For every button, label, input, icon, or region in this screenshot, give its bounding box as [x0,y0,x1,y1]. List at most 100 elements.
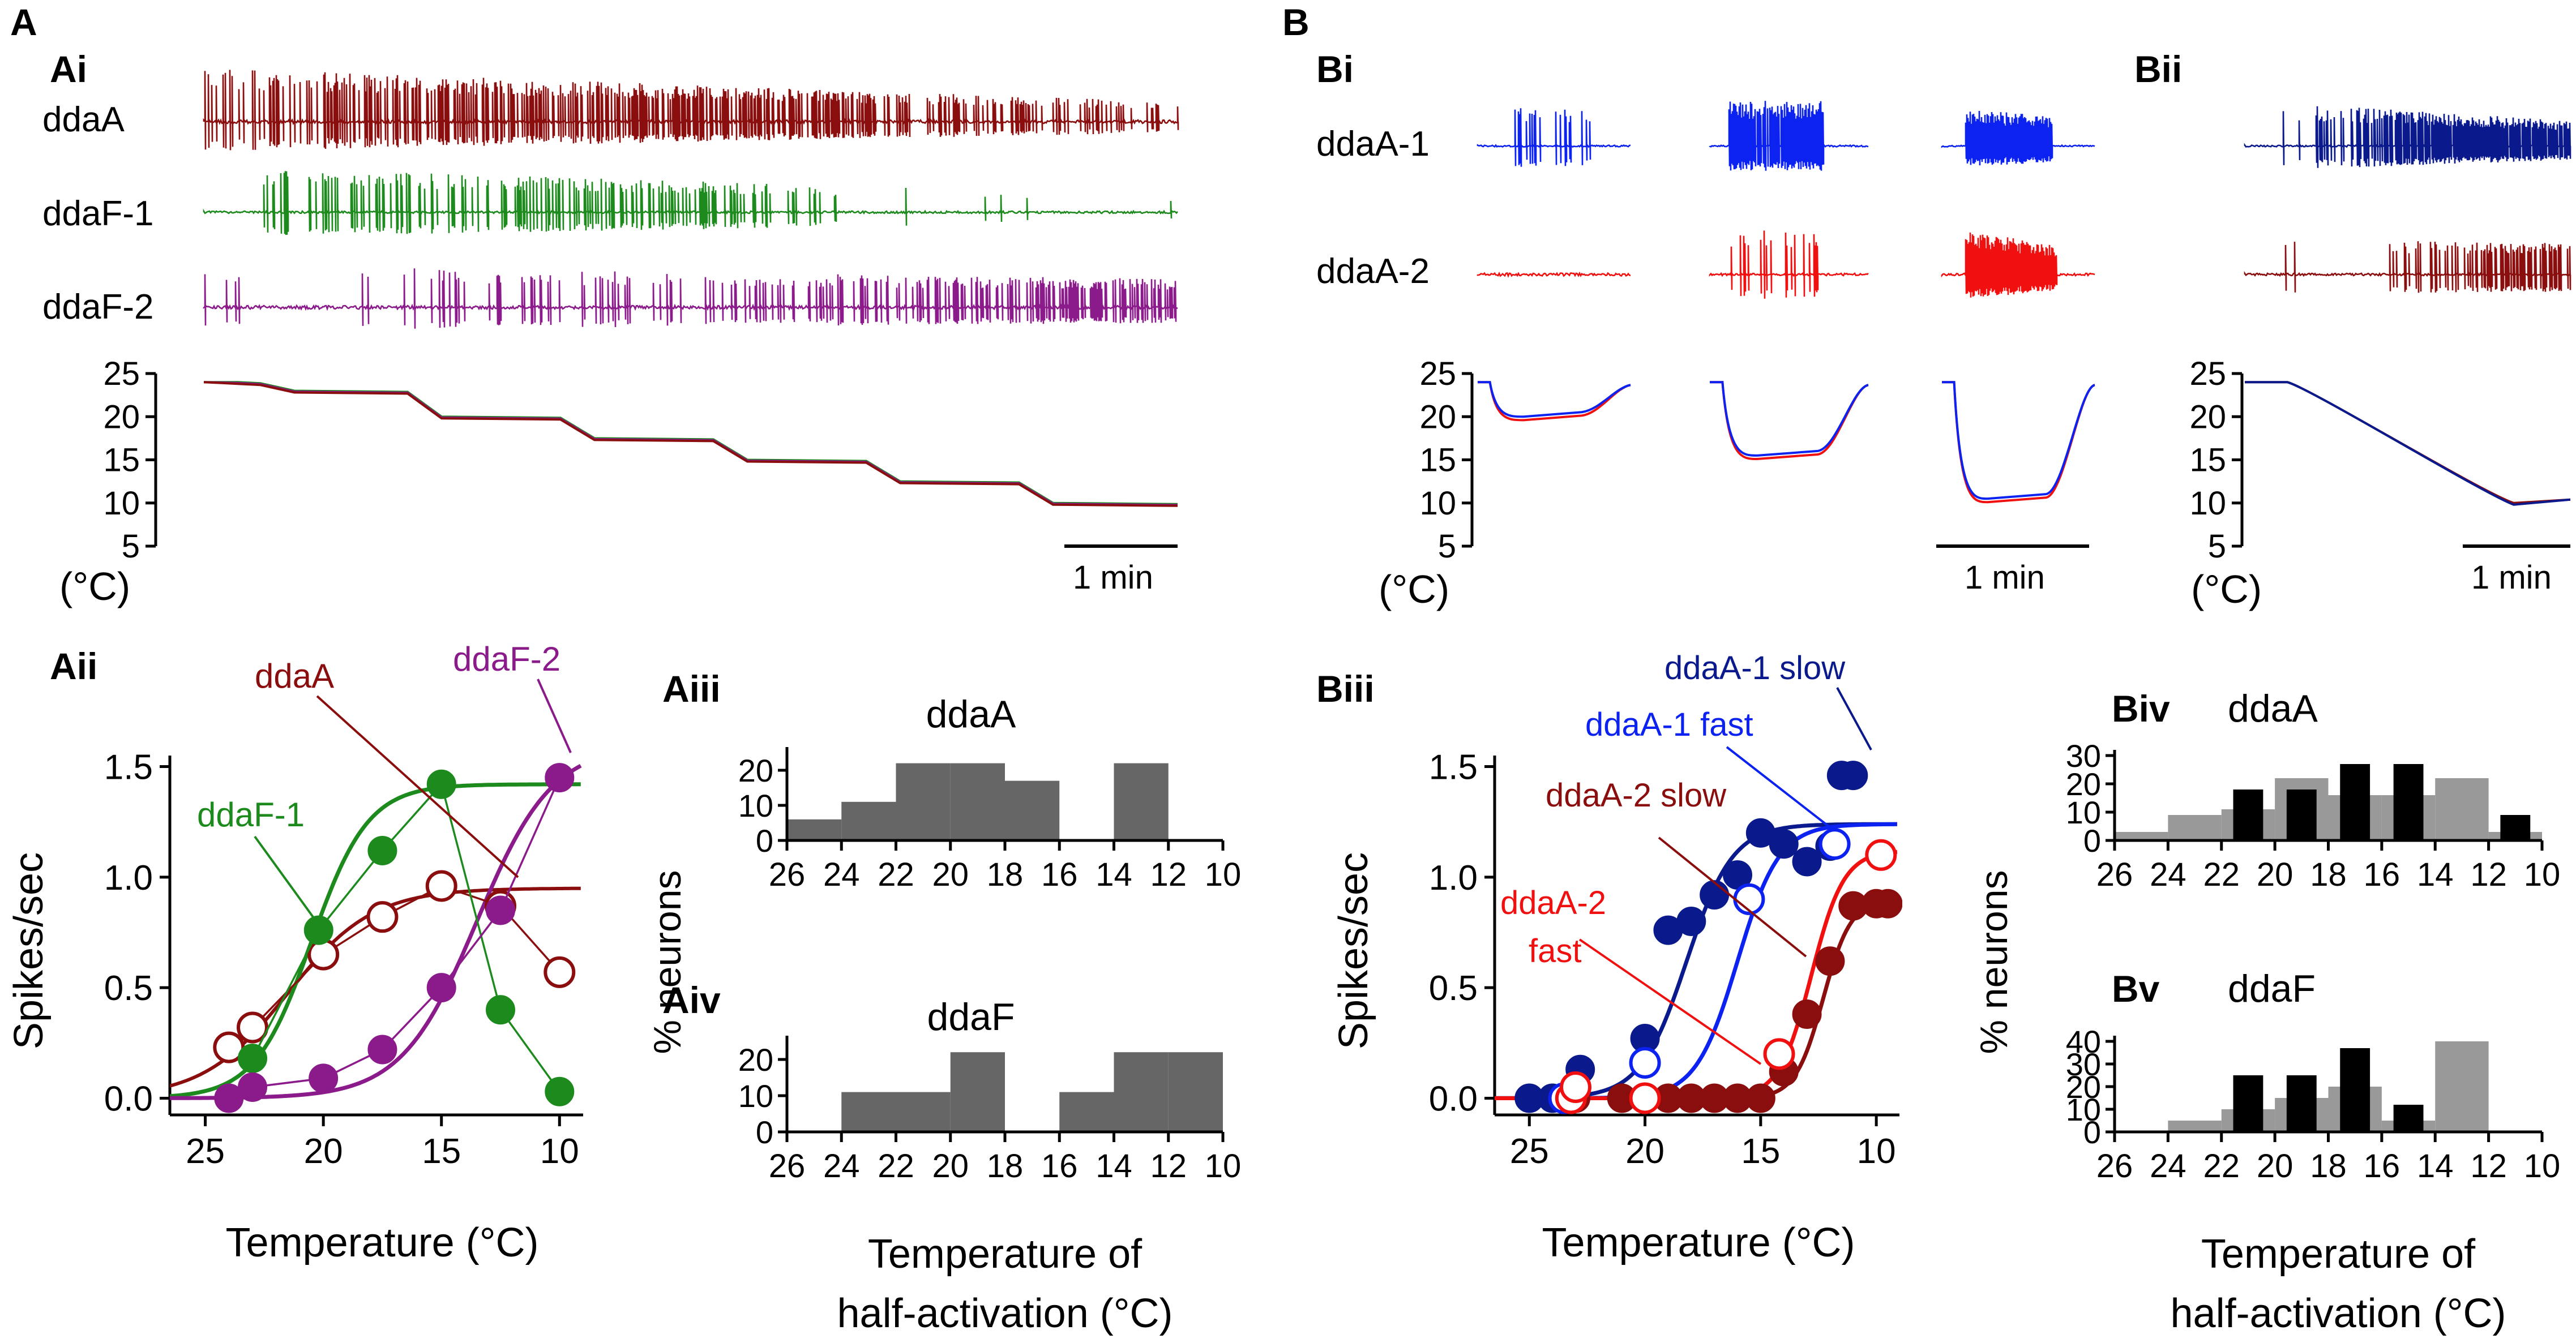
x-tick-label: 22 [2203,856,2240,893]
x-tick-label: 25 [186,1132,225,1171]
temperature-unit-Bi: (°C) [1379,567,1449,611]
x-tick-label: 26 [769,1148,806,1185]
x-tick-label: 24 [823,856,860,893]
xlabel-line1-Aiv: Temperature of [868,1232,1142,1277]
temperature-axis-Bi: 25 20 15 10 5 [1419,355,2095,565]
temperature-axis-Bii: 25 20 15 10 5 [2189,355,2571,565]
x-tick-label: 16 [2364,856,2400,893]
x-tick-label: 20 [304,1132,343,1171]
trace-ddaA [203,70,1179,151]
bar-12-10 [1168,1052,1223,1132]
bar-grey-26-24 [2115,832,2168,840]
x-tick-label: 25 [1510,1132,1549,1171]
Bi-temp-tick-label: 20 [1419,398,1456,435]
trace-label-ddaF-1: ddaF-1 [42,194,153,233]
scalebar-label-Bi: 1 min [1965,559,2045,596]
leader-ddaF-1-Aii [254,835,318,924]
Bi-temp-tick-label: 5 [1438,528,1456,565]
x-tick-label: 26 [2096,1148,2133,1185]
Bii-temp-tick-label: 15 [2189,442,2226,479]
x-tick-label: 26 [2096,856,2133,893]
trace-ddaA-2-block1 [1477,271,1631,278]
x-tick-label: 14 [2417,856,2454,893]
x-tick-label: 10 [540,1132,579,1171]
y-tick-label: 20 [738,1042,773,1078]
x-tick-label: 10 [1205,1148,1242,1185]
y-tick-label: 0 [2083,823,2101,859]
x-tick-label: 10 [2524,856,2561,893]
panel-label-Ai: Ai [50,48,87,90]
point-ddaA [307,938,340,971]
point-ddaA-2-fast [1560,1071,1591,1103]
x-tick-label: 18 [2310,856,2347,893]
bar-26-24 [787,819,842,840]
Bii-temp-tick-label: 25 [2189,355,2226,392]
x-tick-label: 24 [2150,856,2186,893]
ylabel-Biii: Spikes/sec [1331,852,1376,1049]
point-ddaA-2-fast [1763,1038,1795,1070]
x-tick-label: 20 [1625,1132,1664,1171]
y-tick-label: 10 [2066,1092,2101,1127]
x-tick-label: 12 [1150,856,1187,893]
bar-grey-14-12 [2435,1041,2489,1132]
point-ddaA-2-slow [1792,999,1822,1029]
series-label-ddaA-Aii: ddaA [255,657,334,695]
x-tick-label: 15 [422,1132,461,1171]
series-line-ddaF-1 [251,782,560,1092]
bar-22-20 [896,1092,951,1132]
trace-ddaA-2-block2 [1709,230,1869,299]
point-ddaA-1-slow [1838,761,1868,791]
Bii-temp-tick-label: 5 [2208,528,2226,565]
bar-14-12 [1114,1052,1169,1132]
ylabel-Bv: % neurons [1972,870,2016,1054]
spike-traces-Ai [203,70,1179,329]
panel-label-Bv: Bv [2112,968,2160,1010]
point-ddaA-1-slow [1700,880,1730,910]
bar-black-16-14 [2393,764,2424,840]
x-tick-label: 20 [2257,856,2293,893]
bar-grey-14-12 [2435,778,2489,840]
scalebar-label-Ai: 1 min [1073,559,1153,596]
panel-label-Aiv: Aiv [662,979,721,1021]
leader-ddaA-1-fast [1726,746,1830,827]
point-ddaA [425,870,457,902]
point-ddaA-1-fast [1818,828,1851,860]
y-tick-label: 0.0 [1429,1079,1478,1118]
panel-label-B: B [1282,1,1310,43]
point-ddaF-2 [238,1072,267,1102]
x-tick-label: 12 [2470,1148,2507,1185]
trace-label-ddaF-2: ddaF-2 [42,288,153,327]
leader-ddaF-2-Aii [537,679,572,753]
panel-label-Aiii: Aiii [662,668,721,710]
Ai-temp-tick-label: 25 [103,355,140,392]
trace-ddaA-1-block1 [1477,108,1631,167]
plot-clip-group [170,763,582,1113]
x-tick-label: 20 [932,856,969,893]
point-ddaF-2 [545,763,575,793]
xlabel-line2-Bv: half-activation (°C) [2171,1291,2506,1336]
x-tick-label: 18 [987,856,1024,893]
point-ddaA [237,1011,268,1044]
Bi-temp-tick-label: 15 [1419,442,1456,479]
x-tick-label: 12 [2470,856,2507,893]
bar-24-22 [841,1092,896,1132]
point-ddaA [544,956,576,988]
x-tick-label: 14 [1096,856,1132,893]
y-tick-label: 1.0 [1429,859,1478,898]
bar-22-20 [896,763,951,840]
temperature-trace-Bi [1942,381,2095,500]
plot-Aii [170,763,582,1113]
x-tick-label: 18 [2310,1148,2347,1185]
point-ddaA-1-slow [1792,847,1822,877]
title-Aiii: ddaA [926,693,1016,736]
x-tick-label: 18 [987,1148,1024,1185]
leader-ddaA-Aii [316,695,519,878]
x-tick-label: 16 [2364,1148,2400,1185]
x-tick-label: 15 [1741,1132,1780,1171]
temperature-trace-Ai [204,381,1178,505]
